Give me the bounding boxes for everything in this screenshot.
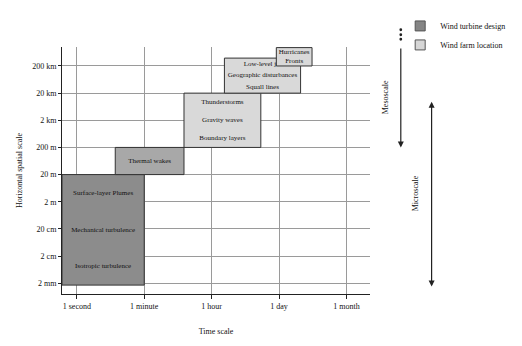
svg-text:2 cm: 2 cm [41, 252, 58, 261]
svg-text:1 month: 1 month [333, 302, 359, 311]
svg-text:2 mm: 2 mm [38, 279, 57, 288]
svg-text:Fronts: Fronts [285, 57, 303, 65]
svg-text:Horizontal spatial scale: Horizontal spatial scale [15, 133, 24, 209]
svg-text:Thermal wakes: Thermal wakes [128, 157, 171, 165]
svg-text:Wind farm location: Wind farm location [440, 41, 502, 50]
svg-text:Thunderstorms: Thunderstorms [201, 98, 244, 106]
svg-text:Geographic disturbances: Geographic disturbances [228, 71, 298, 79]
svg-text:Hurricanes: Hurricanes [279, 48, 310, 56]
svg-text:Wind turbine design: Wind turbine design [440, 22, 505, 31]
svg-text:Low-level jet: Low-level jet [244, 60, 282, 68]
svg-text:Isotropic turbulence: Isotropic turbulence [75, 262, 131, 270]
svg-text:20 cm: 20 cm [37, 225, 58, 234]
svg-text:200 km: 200 km [32, 62, 57, 71]
svg-text:1 hour: 1 hour [201, 302, 222, 311]
svg-text:20 m: 20 m [40, 170, 57, 179]
svg-text:1 day: 1 day [270, 302, 288, 311]
svg-text:Gravity waves: Gravity waves [202, 116, 243, 124]
svg-text:1 minute: 1 minute [130, 302, 159, 311]
svg-text:20 km: 20 km [36, 89, 57, 98]
svg-text:2 km: 2 km [40, 116, 57, 125]
svg-text:Mechanical turbulence: Mechanical turbulence [71, 226, 135, 234]
svg-text:200 m: 200 m [36, 143, 57, 152]
svg-text:Boundary layers: Boundary layers [199, 134, 245, 142]
svg-text:Surface-layer Plumes: Surface-layer Plumes [73, 189, 133, 197]
svg-text:Squall lines: Squall lines [246, 83, 279, 91]
svg-text:Time scale: Time scale [199, 327, 234, 336]
svg-text:Microscale: Microscale [411, 175, 420, 211]
svg-text:Mesoscale: Mesoscale [381, 80, 390, 114]
svg-text:2 m: 2 m [44, 198, 57, 207]
svg-text:1 second: 1 second [63, 302, 91, 311]
